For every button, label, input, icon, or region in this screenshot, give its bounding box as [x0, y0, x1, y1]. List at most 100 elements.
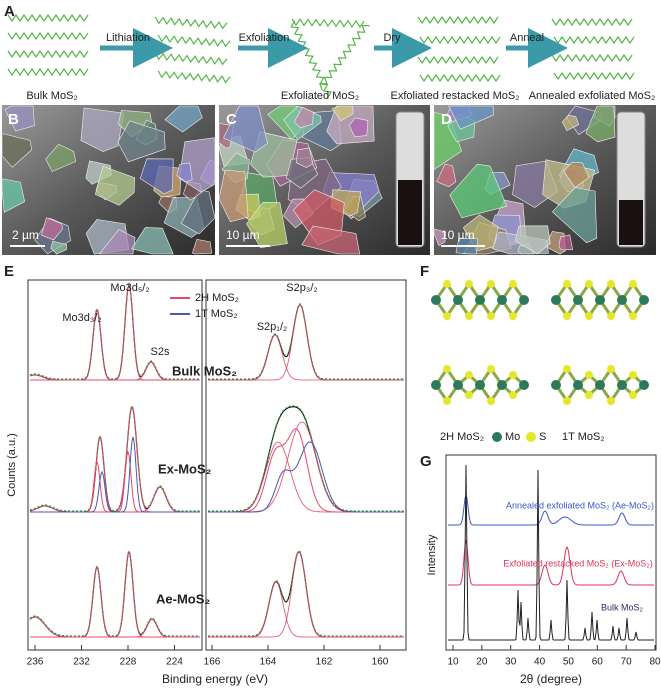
mo-atom — [497, 295, 507, 305]
s-atom — [509, 391, 517, 399]
flake — [164, 105, 203, 133]
flake — [1, 133, 33, 168]
layer — [290, 20, 332, 99]
panel-label: B — [8, 111, 19, 128]
flake — [45, 143, 77, 172]
s-atom — [443, 312, 451, 320]
x-tick-label: 236 — [27, 657, 44, 668]
x-tick-label: 70 — [621, 657, 633, 668]
s-atom — [487, 312, 495, 320]
series-label: Annealed exfoliated MoS₂ (Ae-MoS₂) — [506, 500, 654, 510]
flake — [139, 158, 174, 195]
flake — [449, 163, 508, 219]
s-atom — [629, 280, 637, 288]
s-atom — [629, 371, 637, 379]
layer — [419, 36, 501, 44]
s-atom — [563, 312, 571, 320]
fit — [29, 404, 200, 512]
structure-label: 1T MoS₂ — [562, 431, 605, 443]
flake — [551, 187, 597, 244]
step-label: Exfoliation — [239, 32, 290, 44]
flake — [563, 161, 590, 188]
flake — [223, 105, 268, 153]
component — [208, 428, 404, 513]
component — [30, 486, 200, 513]
component — [208, 304, 404, 381]
layer — [7, 32, 89, 40]
flake — [4, 105, 35, 132]
s-atom — [585, 312, 593, 320]
s-atom — [563, 280, 571, 288]
s-atom — [465, 280, 473, 288]
x-tick-label: 40 — [534, 657, 546, 668]
flake — [436, 163, 457, 188]
s-atom — [487, 397, 495, 405]
layer — [417, 55, 499, 65]
vial-liquid — [619, 200, 643, 245]
s-atom — [607, 280, 615, 288]
x-tick-label: 166 — [204, 657, 221, 668]
mo-atom — [475, 295, 485, 305]
sample-label: Ex-MoS₂ — [158, 461, 212, 476]
flake — [448, 105, 494, 130]
component — [208, 334, 404, 381]
caption: Exfoliated MoS₂ — [281, 90, 359, 102]
s-atom — [509, 371, 517, 379]
layer — [154, 16, 228, 29]
y-axis-label: Counts (a.u.) — [6, 433, 18, 497]
layer — [7, 50, 89, 58]
layer — [7, 13, 89, 23]
x-tick-label: 228 — [120, 657, 137, 668]
flake — [117, 120, 166, 163]
structure-label: Mo — [505, 431, 520, 443]
fit — [208, 550, 404, 637]
flake — [180, 189, 216, 235]
mo-atom — [617, 295, 627, 305]
x-tick-label: 50 — [563, 657, 575, 668]
flake — [176, 162, 193, 183]
panel-label: E — [4, 263, 14, 280]
mo-atom — [453, 380, 463, 390]
layer — [157, 70, 231, 83]
x-tick-label: 60 — [592, 657, 604, 668]
pattern — [448, 539, 654, 586]
s-atom — [509, 280, 517, 288]
flake — [218, 169, 249, 223]
layer — [551, 17, 633, 27]
scale-label: 10 µm — [441, 228, 475, 242]
x-tick-label: 160 — [372, 657, 389, 668]
x-tick-label: 80 — [649, 657, 661, 668]
s-atom — [563, 365, 571, 373]
panel-label: C — [226, 111, 237, 128]
s-atom — [629, 391, 637, 399]
panel-label: D — [441, 111, 452, 128]
peak-label: Mo3d₅/₂ — [110, 282, 149, 294]
flake — [191, 239, 212, 255]
peak-label: S2s — [151, 346, 170, 358]
mo-atom — [595, 295, 605, 305]
fit — [29, 549, 200, 637]
scale-label: 10 µm — [226, 228, 260, 242]
s-atom — [563, 397, 571, 405]
mo-atom — [573, 295, 583, 305]
series-label: Bulk MoS₂ — [601, 602, 644, 612]
mo-atom — [431, 380, 441, 390]
structure-label: 2H MoS₂ — [440, 431, 484, 443]
caption: Bulk MoS₂ — [26, 90, 77, 102]
mo-atom — [551, 380, 561, 390]
series-label: Exfoliated restacked MoS₂ (Ex-MoS₂) — [503, 558, 653, 568]
layer — [319, 25, 370, 91]
x-tick-label: 162 — [316, 657, 333, 668]
flake — [585, 105, 616, 143]
mo-atom — [639, 380, 649, 390]
component — [208, 441, 404, 513]
flake — [94, 165, 135, 206]
mo-atom — [475, 380, 485, 390]
flake — [50, 240, 68, 255]
x-tick-label: 164 — [260, 657, 277, 668]
x-tick-label: 10 — [447, 657, 459, 668]
component — [208, 581, 404, 638]
flake — [295, 147, 314, 168]
s-atom — [585, 371, 593, 379]
component — [30, 406, 200, 513]
